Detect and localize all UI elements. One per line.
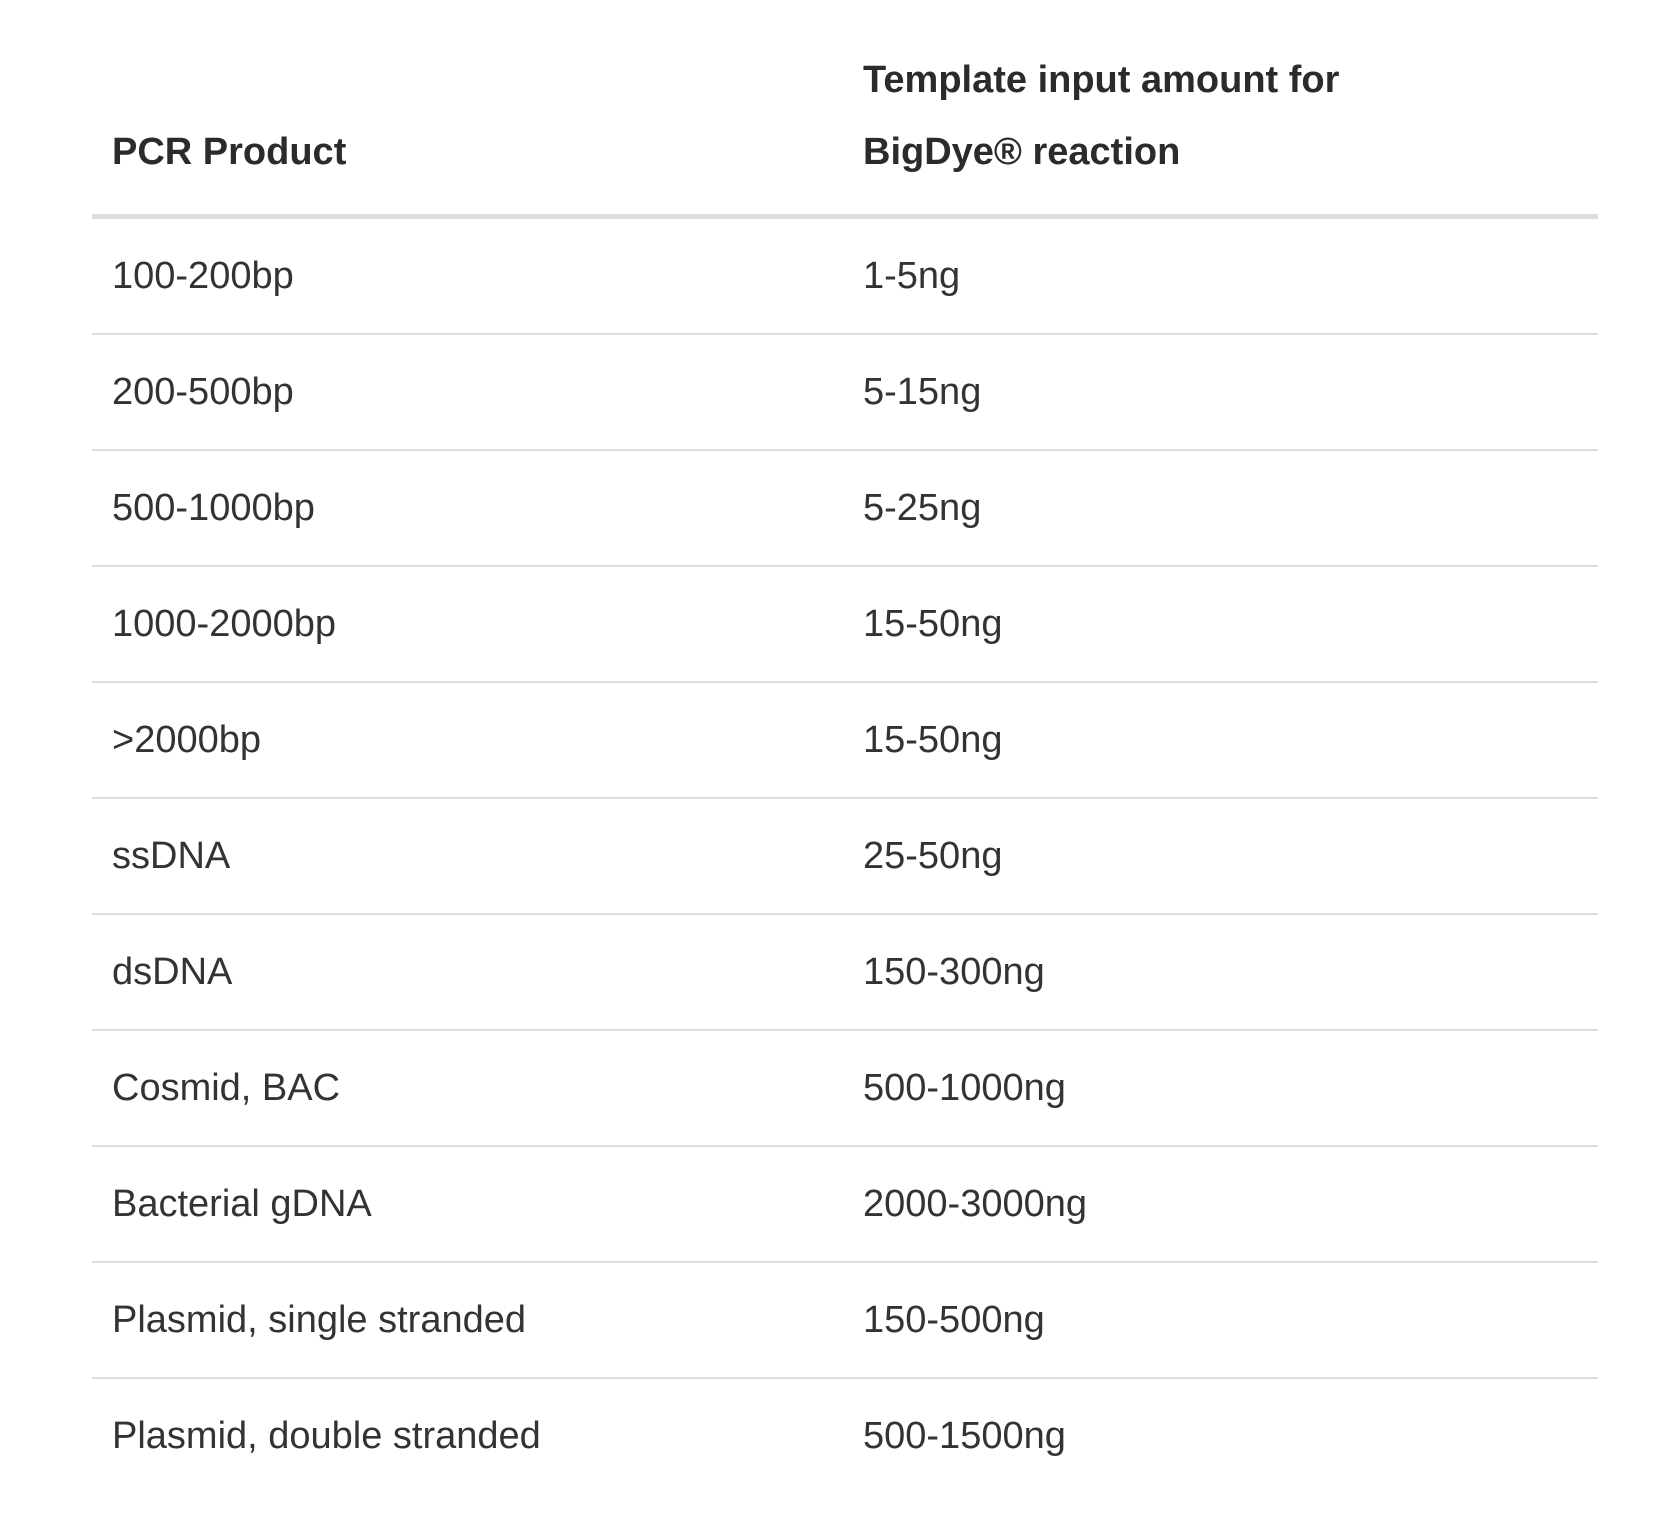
- cell-amount: 500-1000ng: [843, 1030, 1598, 1147]
- table-row: Plasmid, single stranded 150-500ng: [92, 1262, 1598, 1379]
- cell-amount: 15-50ng: [843, 682, 1598, 799]
- cell-product: Cosmid, BAC: [92, 1030, 843, 1147]
- table-row: Bacterial gDNA 2000-3000ng: [92, 1146, 1598, 1263]
- table-row: >2000bp 15-50ng: [92, 682, 1598, 799]
- cell-amount: 150-500ng: [843, 1262, 1598, 1379]
- table-row: 500-1000bp 5-25ng: [92, 450, 1598, 567]
- table-row: 1000-2000bp 15-50ng: [92, 566, 1598, 683]
- table-body: 100-200bp 1-5ng 200-500bp 5-15ng 500-100…: [92, 216, 1598, 1494]
- cell-product: dsDNA: [92, 914, 843, 1031]
- cell-amount: 2000-3000ng: [843, 1146, 1598, 1263]
- table-row: ssDNA 25-50ng: [92, 798, 1598, 915]
- table-row: Cosmid, BAC 500-1000ng: [92, 1030, 1598, 1147]
- cell-amount: 500-1500ng: [863, 1414, 1066, 1457]
- cell-amount: 25-50ng: [843, 798, 1598, 915]
- cell-product: ssDNA: [92, 798, 843, 915]
- table-row: 200-500bp 5-15ng: [92, 334, 1598, 451]
- header-pcr-product: PCR Product: [92, 0, 843, 219]
- header-template-input: Template input amount for BigDye® reacti…: [843, 0, 1598, 219]
- cell-product: Plasmid, double stranded: [112, 1414, 541, 1457]
- cell-product: Plasmid, single stranded: [92, 1262, 843, 1379]
- cell-product: 500-1000bp: [92, 450, 843, 567]
- cell-product: 100-200bp: [92, 216, 843, 335]
- template-input-table: PCR Product Template input amount for Bi…: [92, 0, 1598, 1493]
- cell-product: Bacterial gDNA: [92, 1146, 843, 1263]
- table-row: 100-200bp 1-5ng: [92, 216, 1598, 335]
- template-input-table-container: PCR Product Template input amount for Bi…: [92, 0, 1598, 1493]
- table-row: Plasmid, double stranded 500-1500ng: [92, 1378, 1598, 1493]
- table-header: PCR Product Template input amount for Bi…: [92, 0, 1598, 219]
- cell-amount: 5-25ng: [843, 450, 1598, 567]
- cell-product: 200-500bp: [92, 334, 843, 451]
- table-header-row: PCR Product Template input amount for Bi…: [92, 0, 1598, 219]
- header-template-input-line1: Template input amount for: [863, 59, 1340, 101]
- header-template-input-line2: BigDye® reaction: [863, 131, 1181, 173]
- cell-amount: 5-15ng: [843, 334, 1598, 451]
- cell-amount: 1-5ng: [843, 216, 1598, 335]
- cell-amount: 15-50ng: [843, 566, 1598, 683]
- cell-product: 1000-2000bp: [92, 566, 843, 683]
- cell-product: >2000bp: [92, 682, 843, 799]
- table-row: dsDNA 150-300ng: [92, 914, 1598, 1031]
- cell-amount: 150-300ng: [843, 914, 1598, 1031]
